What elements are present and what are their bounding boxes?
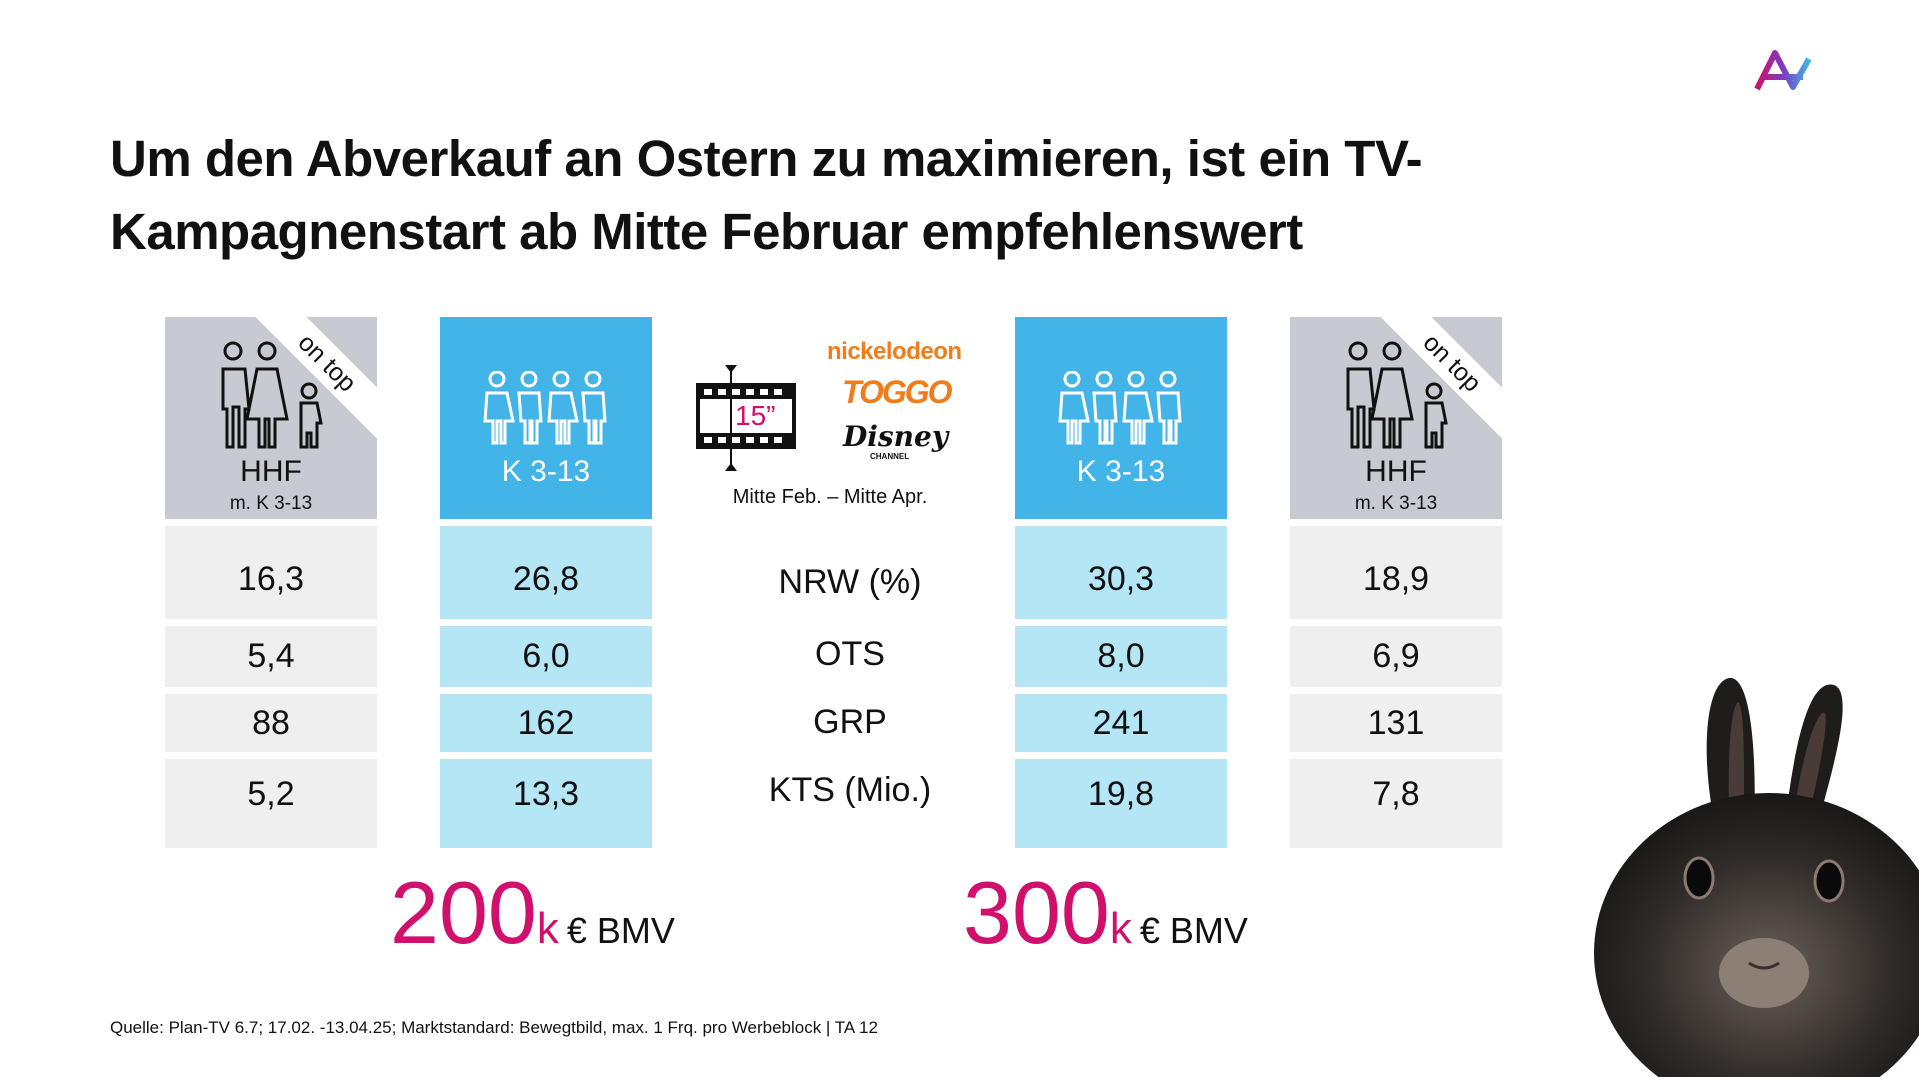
budget-200k: 200k € BMV: [390, 862, 675, 964]
budget-300k: 300k € BMV: [963, 862, 1248, 964]
target-group-label: HHF: [240, 455, 302, 488]
title-line-1: Um den Abverkauf an Ostern zu maximieren…: [110, 130, 1423, 187]
budget-unit: k: [536, 904, 559, 953]
spot-length: 15”: [735, 400, 776, 431]
value-ots: 6,9: [1290, 626, 1502, 687]
value-nrw: 30,3: [1015, 526, 1227, 619]
value-ots: 8,0: [1015, 626, 1227, 687]
value-kts: 7,8: [1290, 759, 1502, 848]
column-kids-200k: K 3-13 26,8 6,0 162 13,3: [440, 317, 652, 848]
budget-unit: k: [1109, 904, 1132, 953]
value-kts: 13,3: [440, 759, 652, 848]
budget-amount: 300: [963, 863, 1110, 962]
target-group-sublabel: m. K 3-13: [229, 493, 313, 514]
column-header: on top HHF m. K 3-13: [165, 317, 377, 519]
value-ots: 5,4: [165, 626, 377, 687]
metric-nrw: NRW (%): [778, 563, 922, 601]
children-icon: [483, 371, 607, 445]
value-nrw: 26,8: [440, 526, 652, 619]
metric-ots: OTS: [815, 635, 885, 673]
budget-suffix: € BMV: [1139, 910, 1248, 951]
family-icon: [221, 341, 323, 449]
value-kts: 5,2: [165, 759, 377, 848]
value-grp: 162: [440, 694, 652, 752]
page-title: Um den Abverkauf an Ostern zu maximieren…: [110, 122, 1610, 268]
column-hhf-200k: on top HHF m. K 3-13 16,3 5,4 88 5,2: [165, 317, 377, 848]
family-icon: [1346, 341, 1448, 449]
channel-toggo: TOGGO: [842, 374, 953, 410]
column-kids-300k: K 3-13 30,3 8,0 241 19,8: [1015, 317, 1227, 848]
film-strip-icon: [696, 365, 796, 471]
value-kts: 19,8: [1015, 759, 1227, 848]
column-header: K 3-13: [440, 317, 652, 519]
column-header: on top HHF m. K 3-13: [1290, 317, 1502, 519]
channel-disney-channel: CHANNEL: [870, 452, 910, 461]
target-group-label: HHF: [1365, 455, 1427, 488]
campaign-period: Mitte Feb. – Mitte Apr.: [732, 486, 928, 508]
children-icon: [1058, 371, 1182, 445]
budget-amount: 200: [390, 863, 537, 962]
channel-nickelodeon: nickelodeon: [827, 338, 962, 365]
column-hhf-300k: on top HHF m. K 3-13 18,9 6,9 131 7,8: [1290, 317, 1502, 848]
title-line-2: Kampagnenstart ab Mitte Februar empfehle…: [110, 203, 1303, 260]
brand-logo-icon: [1754, 50, 1812, 91]
target-group-label: K 3-13: [1076, 455, 1166, 488]
value-nrw: 18,9: [1290, 526, 1502, 619]
channel-disney: Disney: [843, 420, 949, 453]
column-header: K 3-13: [1015, 317, 1227, 519]
target-group-sublabel: m. K 3-13: [1354, 493, 1438, 514]
rabbit-image: [1594, 677, 1919, 1077]
metric-kts: KTS (Mio.): [768, 771, 932, 809]
campaign-info: 15” nickelodeon TOGGO Disney CHANNEL Mit…: [680, 328, 980, 528]
target-group-label: K 3-13: [501, 455, 591, 488]
source-footnote: Quelle: Plan-TV 6.7; 17.02. -13.04.25; M…: [110, 1018, 878, 1037]
value-grp: 241: [1015, 694, 1227, 752]
value-nrw: 16,3: [165, 526, 377, 619]
budget-suffix: € BMV: [566, 910, 675, 951]
value-ots: 6,0: [440, 626, 652, 687]
metric-grp: GRP: [813, 703, 887, 741]
value-grp: 131: [1290, 694, 1502, 752]
value-grp: 88: [165, 694, 377, 752]
